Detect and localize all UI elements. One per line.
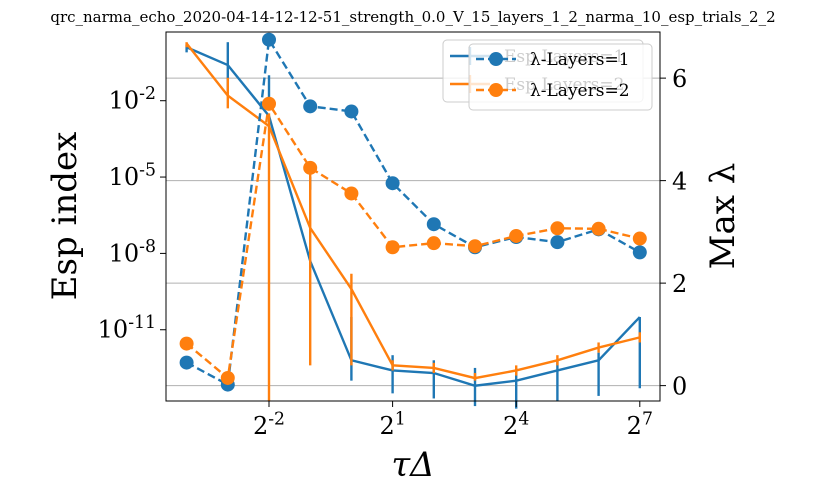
lambda-point [303,99,318,114]
right-axis-label: Max λ [703,163,743,270]
lambda-point [632,245,647,260]
lambda-point [262,32,276,47]
right-axis-ticks: 0 2 4 6 [660,65,687,401]
lambda-point [385,240,400,255]
lambda-point [468,239,482,254]
lambda-point [591,221,606,236]
lambda-line [185,100,641,381]
left-axis-label: Esp index [45,132,85,301]
left-tick-label: 10-8 [109,237,156,268]
left-tick-label: 10-2 [109,84,156,115]
x-tick-label: 27 [627,409,653,440]
lambda-point [344,186,359,201]
right-axis-gridlines [166,77,660,387]
plot-frame [165,31,661,402]
left-tick-label: 10-11 [98,313,156,344]
right-tick-label: 2 [672,270,687,298]
lambda-point [550,235,565,250]
x-tick-label: 2-2 [253,409,285,440]
legend-lambda-label: λ-Layers=2 [530,81,630,101]
lambda-point [632,231,647,246]
x-tick-label: 21 [379,409,405,440]
legend-lambda-marker [489,52,503,66]
lambda-series-layer [179,32,647,392]
legend-lambda: λ-Layers=1 λ-Layers=2 [468,43,653,111]
lambda-point [179,336,194,351]
left-tick-label: 10-5 [109,160,156,191]
x-tick-label: 24 [503,409,529,440]
x-axis-ticks: 2-2 21 24 27 [253,401,653,440]
esp-line [185,42,641,380]
lambda-point [344,104,359,119]
lambda-point [426,217,441,232]
lambda-point [385,176,400,191]
lambda-point [303,160,318,175]
x-axis-label: τΔ [391,445,434,485]
left-axis-ticks: 10-2 10-5 10-8 10-11 [98,84,166,344]
esp-series-2 [185,42,641,401]
right-tick-label: 0 [672,373,687,401]
lambda-point [550,221,565,236]
chart-title: qrc_narma_echo_2020-04-14-12-12-51_stren… [50,8,775,26]
lambda-point [220,370,235,385]
legend-lambda-box [468,43,653,111]
lambda-point [426,236,441,251]
lambda-point [509,228,524,243]
esp-line [186,46,641,387]
right-tick-label: 6 [672,65,687,93]
lambda-point [262,96,276,111]
lambda-series-2 [179,96,647,385]
esp-series-layer [185,42,641,409]
legend-lambda-marker [489,83,503,97]
legend-lambda-label: λ-Layers=1 [530,50,630,70]
lambda-point [179,355,194,370]
lambda-line [186,36,641,387]
right-tick-label: 4 [672,168,687,196]
